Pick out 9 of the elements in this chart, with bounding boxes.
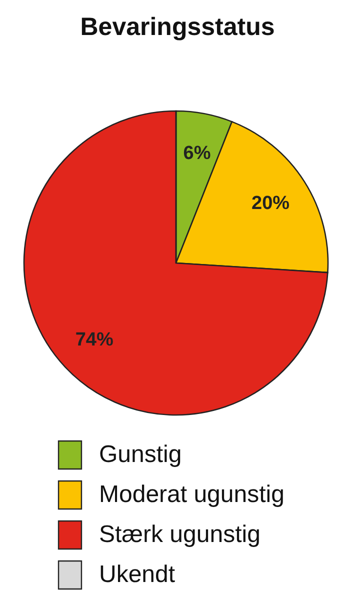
legend-label: Moderat ugunstig — [99, 481, 284, 508]
data-label: 20% — [252, 192, 290, 214]
data-label: 74% — [75, 330, 114, 351]
chart-title: Bevaringsstatus — [80, 13, 275, 41]
legend-label: Ukendt — [99, 561, 176, 588]
legend-label: Gunstig — [99, 441, 182, 468]
legend-label: Stærk ugunstig — [99, 521, 260, 548]
pie-slice — [23, 110, 328, 416]
data-label: 6% — [183, 142, 211, 164]
